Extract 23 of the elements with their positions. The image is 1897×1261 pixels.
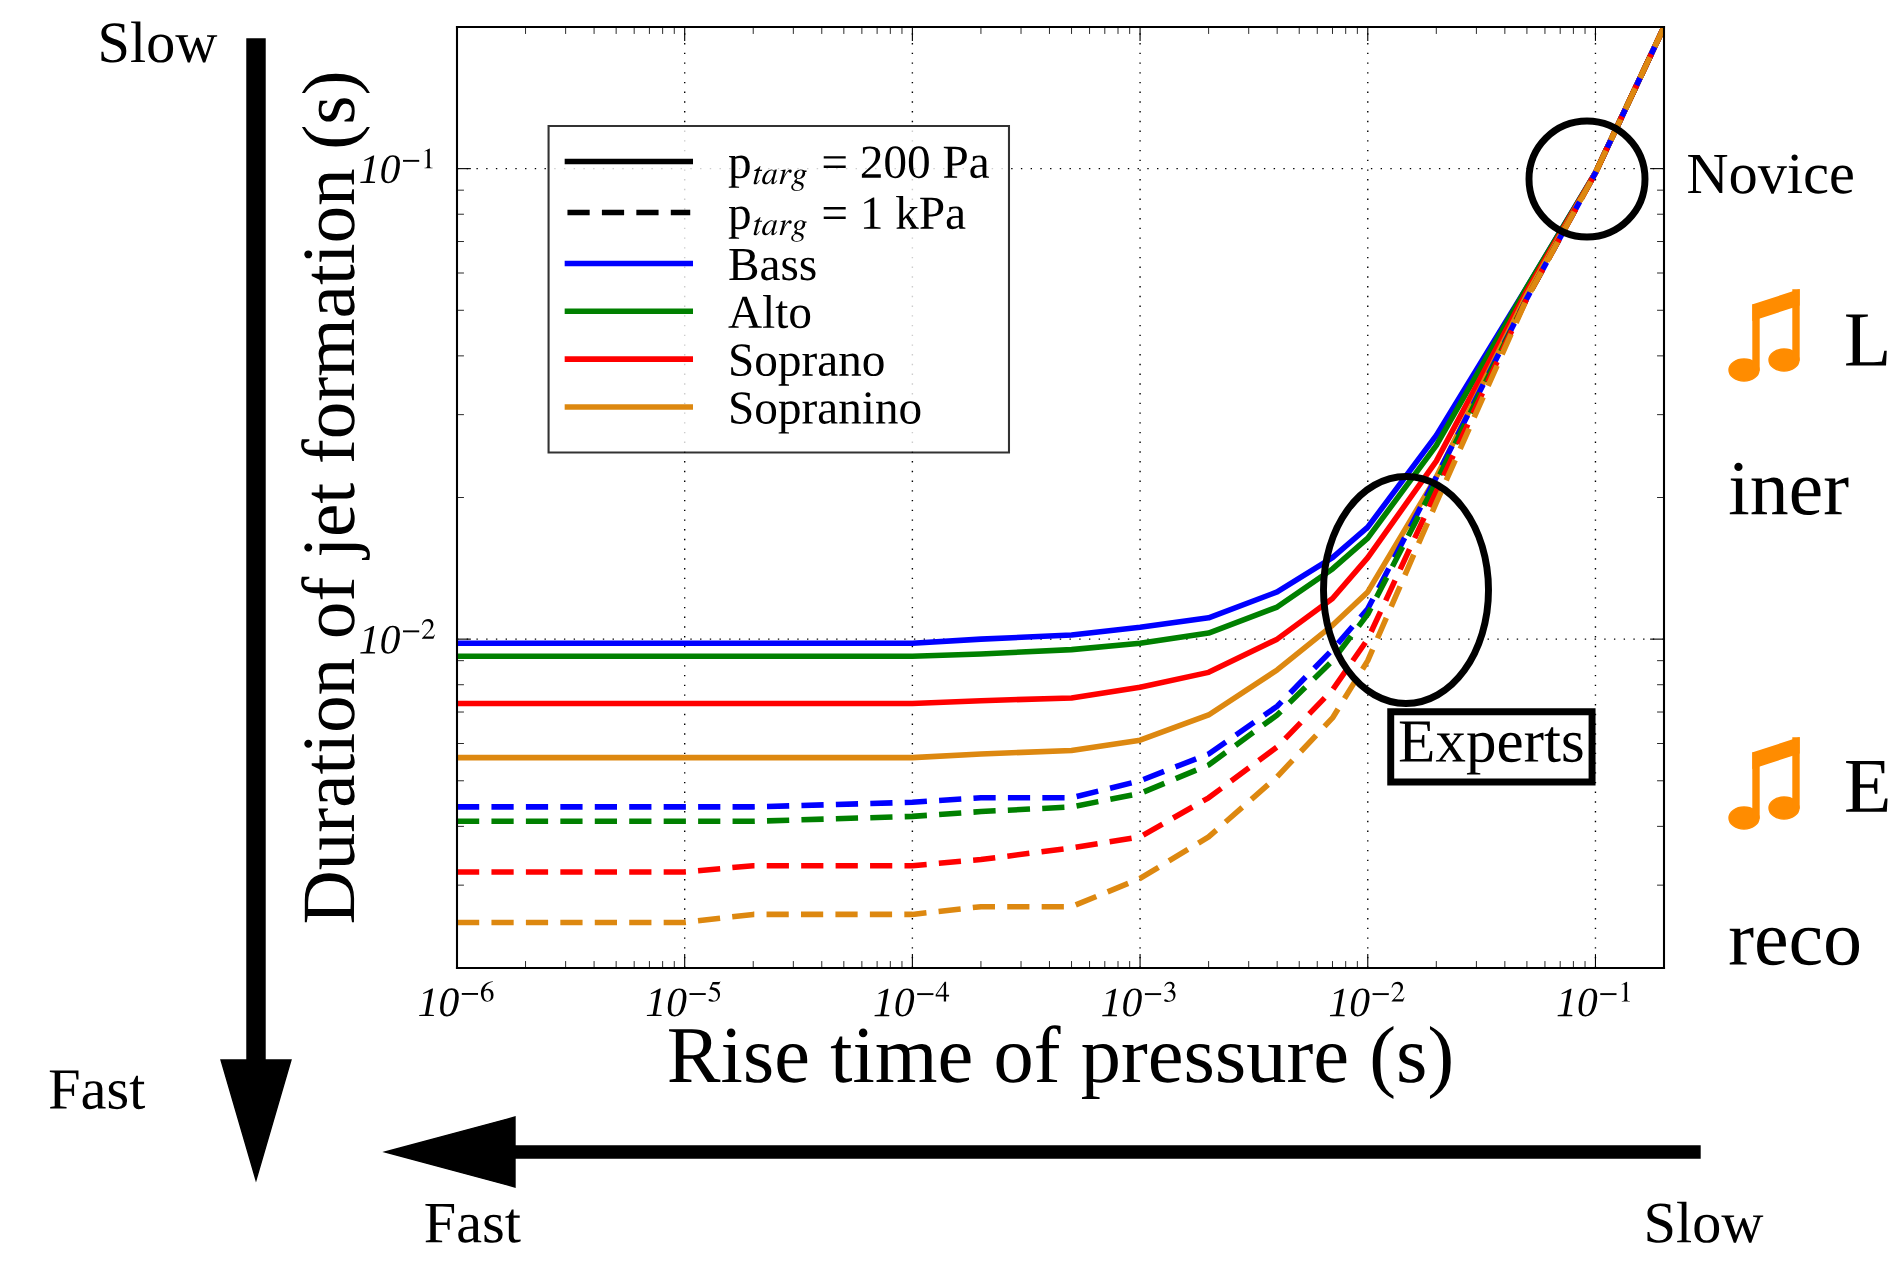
text: Novice (1688, 154, 1853, 194)
text: reco (1729, 927, 1860, 966)
text: L (1846, 314, 1887, 366)
text: iner (1729, 462, 1849, 516)
x-tick-label: 10$^{−3}$ (1102, 981, 1176, 1017)
x-tick-label: 10$^{−6}$ (419, 981, 494, 1017)
legend-label: p$_{targ}$ = 1 kPa (728, 195, 966, 242)
text: Fast (425, 1204, 521, 1243)
x-tick-label: 10$^{−5}$ (646, 981, 721, 1017)
legend-label: p$_{targ}$ = 200 Pa (728, 146, 990, 191)
text: E (1846, 760, 1888, 812)
x-tick-label: 10$^{−1}$ (1557, 981, 1630, 1017)
text: Slow (101, 21, 218, 63)
legend-label: Sopranino (731, 392, 921, 434)
x-tick-label: 10$^{−2}$ (1329, 981, 1405, 1017)
annotation: Experts (1399, 721, 1583, 775)
legend-label: Alto (728, 295, 811, 329)
legend-label: Soprano (731, 344, 884, 386)
x-axis-title: Rise time of pressure (s) (669, 1025, 1451, 1100)
legend-label: Bass (729, 249, 816, 281)
text: Slow (1647, 1201, 1764, 1243)
text: Fast (49, 1070, 146, 1110)
x-tick-label: 10$^{−4}$ (874, 981, 950, 1017)
